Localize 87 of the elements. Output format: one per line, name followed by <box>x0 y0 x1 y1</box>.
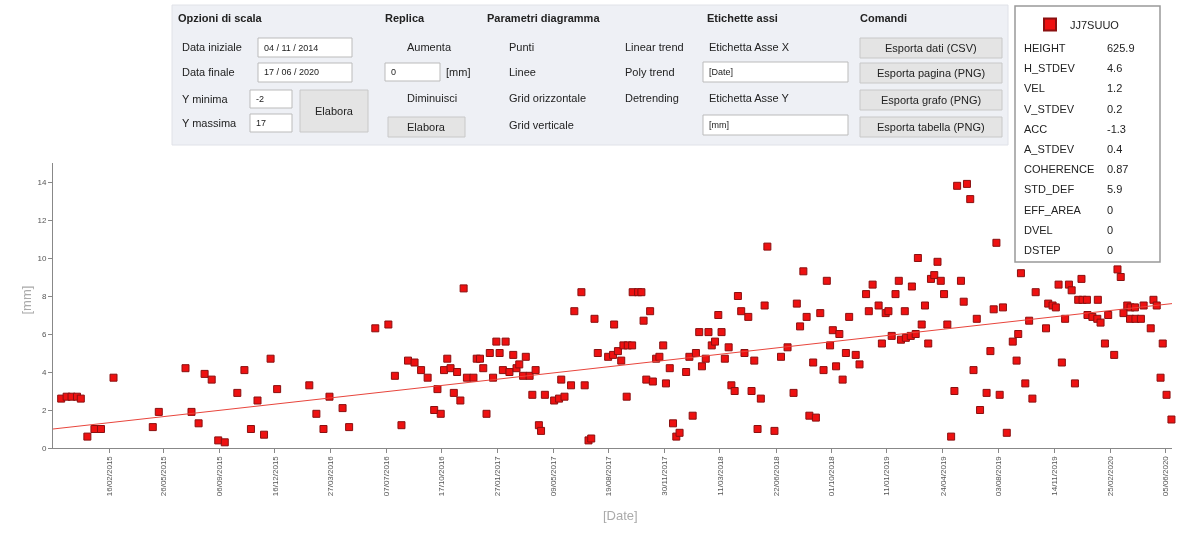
text: Grid verticale <box>509 119 574 131</box>
x-tick-label: 09/05/2017 <box>548 455 558 497</box>
text: Esporta tabella (PNG) <box>877 121 985 133</box>
text: -2 <box>256 94 265 104</box>
text: Etichetta Asse Y <box>709 92 790 104</box>
text: 0.2 <box>1107 103 1123 115</box>
x-tick-label: 27/03/2016 <box>326 455 336 497</box>
x-tick-label: 25/02/2020 <box>1105 455 1115 497</box>
text: Diminuisci <box>407 92 458 104</box>
x-tick-label: 22/06/2018 <box>771 455 781 497</box>
x-tick-label: 16/12/2015 <box>270 455 280 497</box>
annotation: COHERENCE <box>1024 163 1095 175</box>
x-tick-label: 27/01/2017 <box>493 455 503 497</box>
text: 4.6 <box>1107 62 1123 74</box>
text: Esporta grafo (PNG) <box>881 94 982 106</box>
x-tick-label: 14/11/2019 <box>1049 455 1059 496</box>
text: Replica <box>385 12 426 24</box>
text: [mm] <box>709 120 729 130</box>
text: H_STDEV <box>1024 62 1076 74</box>
x-tick-label: 16/02/2015 <box>105 455 115 497</box>
text: 17 / 06 / 2020 <box>264 67 320 77</box>
text: Aumenta <box>407 41 452 53</box>
text: [mm] <box>446 66 471 78</box>
annotation: 0 <box>1107 204 1114 216</box>
annotation: STD_DEF <box>1024 183 1075 195</box>
text: ACC <box>1024 123 1048 135</box>
annotation: EFF_AREA <box>1024 204 1082 216</box>
text: Linee <box>509 66 536 78</box>
text: Y minima <box>182 93 229 105</box>
text: Parametri diagramma <box>487 12 601 24</box>
x-tick-label: 30/11/2017 <box>660 455 670 496</box>
text: 0 <box>391 67 397 77</box>
text: HEIGHT <box>1024 42 1066 54</box>
annotation: 0 <box>1107 244 1114 256</box>
text: Opzioni di scala <box>178 12 263 24</box>
x-tick-label: 03/08/2019 <box>993 455 1003 497</box>
x-tick-label: 11/01/2019 <box>882 455 892 496</box>
x-tick-label: 17/10/2016 <box>437 455 447 497</box>
text: 0.4 <box>1107 143 1123 155</box>
legend-label: JJ7SUUO <box>1070 18 1120 31</box>
y-tick-label: 2 <box>41 405 47 415</box>
y-tick-label: 8 <box>41 291 47 301</box>
x-tick-label: 01/10/2018 <box>826 455 836 497</box>
x-tick-label: 11/03/2018 <box>715 455 725 496</box>
text: V_STDEV <box>1024 103 1075 115</box>
y-tick-label: 6 <box>41 329 47 339</box>
text: 625.9 <box>1107 42 1135 54</box>
text: -1.3 <box>1107 123 1126 135</box>
y-axis-title: [mm] <box>18 285 34 315</box>
x-tick-label: 05/06/2020 <box>1161 455 1171 497</box>
text: Grid orizzontale <box>509 92 587 104</box>
annotation: DSTEP <box>1024 244 1061 256</box>
y-tick-label: 4 <box>41 367 47 377</box>
y-tick-label: 12 <box>37 215 47 225</box>
x-tick-label: 24/04/2019 <box>938 455 948 497</box>
x-tick-label: 07/07/2016 <box>381 455 391 497</box>
text: Elabora <box>315 105 354 117</box>
text: VEL <box>1024 82 1045 94</box>
y-tick-label: 10 <box>37 253 47 263</box>
text: A_STDEV <box>1024 143 1075 155</box>
y-tick-label: 0 <box>41 443 47 453</box>
text: Etichetta Asse X <box>709 41 790 53</box>
y-tick-label: 14 <box>37 177 47 187</box>
text: Data finale <box>182 66 235 78</box>
text: Esporta dati (CSV) <box>885 42 977 54</box>
text: Comandi <box>860 12 908 24</box>
text: Etichette assi <box>707 12 778 24</box>
text: 17 <box>256 118 267 128</box>
x-tick-label: 19/08/2017 <box>604 455 614 497</box>
annotation: 5.9 <box>1107 183 1123 195</box>
annotation: DVEL <box>1024 224 1053 236</box>
text: [Date] <box>709 67 734 77</box>
text: Data iniziale <box>182 41 242 53</box>
x-tick-label: 26/05/2015 <box>159 455 169 497</box>
text: Punti <box>509 41 535 53</box>
x-tick-label: 06/09/2015 <box>215 455 225 497</box>
text: Linear trend <box>625 41 684 53</box>
text: Esporta pagina (PNG) <box>877 67 986 79</box>
x-axis-title: [Date] <box>603 508 638 523</box>
text: 04 / 11 / 2014 <box>264 43 319 53</box>
annotation: 0 <box>1107 224 1114 236</box>
text: 1.2 <box>1107 82 1123 94</box>
text: Detrending <box>625 92 679 104</box>
text: Y massima <box>182 117 238 129</box>
text: Poly trend <box>625 66 675 78</box>
annotation: 0.87 <box>1107 163 1129 175</box>
text: Elabora <box>407 121 446 133</box>
